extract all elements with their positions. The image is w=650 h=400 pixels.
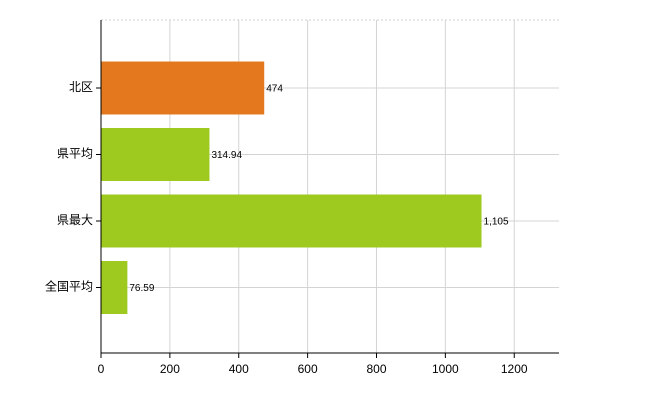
value-label: 474 bbox=[266, 84, 283, 95]
value-label: 76.59 bbox=[129, 283, 154, 294]
x-tick-label: 1200 bbox=[501, 362, 528, 376]
y-tick-label: 北区 bbox=[69, 80, 93, 94]
bar bbox=[101, 61, 265, 115]
x-tick-label: 600 bbox=[298, 362, 318, 376]
y-tick-label: 全国平均 bbox=[45, 279, 93, 294]
y-tick-label: 県最大 bbox=[57, 213, 93, 227]
value-label: 314.94 bbox=[211, 150, 242, 161]
x-tick-label: 800 bbox=[366, 362, 386, 376]
bar bbox=[101, 128, 210, 181]
x-tick-label: 200 bbox=[160, 362, 180, 376]
x-tick-label: 0 bbox=[98, 362, 105, 376]
bar bbox=[101, 261, 128, 314]
value-label: 1,105 bbox=[484, 217, 509, 228]
x-tick-label: 400 bbox=[229, 362, 249, 376]
x-tick-label: 1000 bbox=[432, 362, 459, 376]
y-tick-label: 県平均 bbox=[57, 147, 93, 161]
bar bbox=[101, 194, 482, 248]
